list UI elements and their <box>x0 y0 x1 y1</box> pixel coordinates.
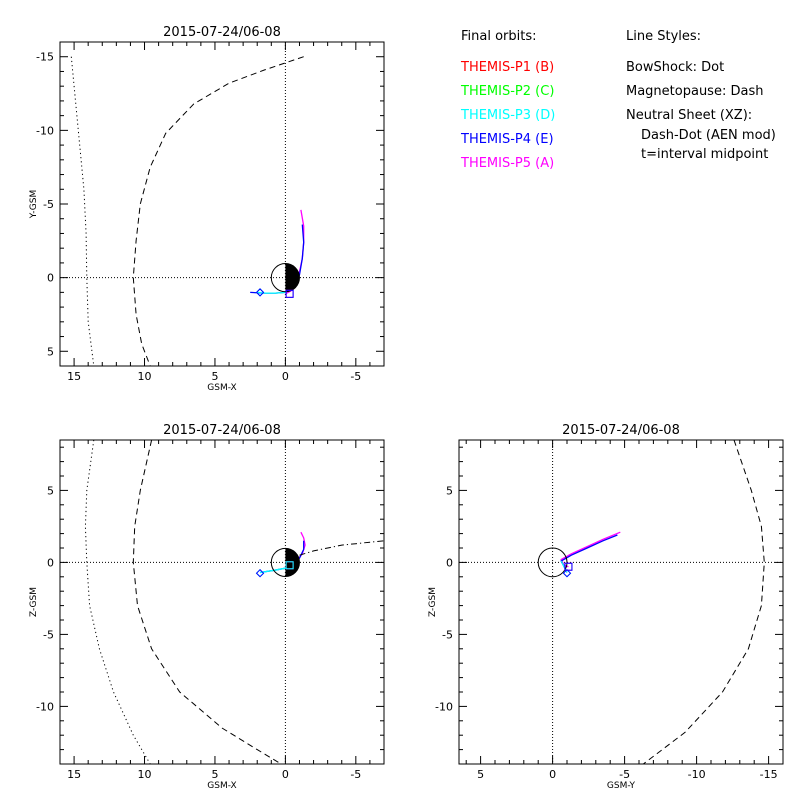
legend-style-4: Dash-Dot (AEN mod) <box>641 128 776 143</box>
magnetopause-line-5 <box>132 440 282 764</box>
x-axis-label: GSM-X <box>207 383 236 393</box>
x-tick-label: -10 <box>688 768 706 781</box>
legend-final-orbits: Final orbits: THEMIS-P1 (B) THEMIS-P2 (C)… <box>460 29 555 171</box>
bow-shock-line-3 <box>70 56 95 366</box>
legend-orbit-2: THEMIS-P2 (C) <box>460 84 554 99</box>
y-axis-label: Y-GSM <box>29 190 39 219</box>
square-marker-3 <box>564 562 573 571</box>
x-tick-label: 0 <box>549 768 556 781</box>
legend-line-styles: Line Styles: BowShock: Dot Magnetopause: … <box>626 29 776 162</box>
diamond-marker-1 <box>255 288 265 297</box>
x-tick-label: 10 <box>138 370 152 383</box>
x-tick-label: -5 <box>350 370 361 383</box>
orbit-line-1 <box>560 534 618 573</box>
y-axis-label: Z-GSM <box>428 587 438 617</box>
legend-styles-title: Line Styles: <box>626 29 701 44</box>
legend-orbit-1: THEMIS-P1 (B) <box>460 60 554 75</box>
earth-circle <box>270 263 300 293</box>
y-axis-label: Z-GSM <box>29 587 39 617</box>
plot-frame <box>458 439 784 765</box>
y-tick-label: -10 <box>36 700 54 713</box>
legend-orbit-3: THEMIS-P3 (D) <box>460 108 555 123</box>
legend-style-5: t=interval midpoint <box>641 147 768 162</box>
x-tick-label: 15 <box>67 768 81 781</box>
y-tick-label: -5 <box>43 198 54 211</box>
x-axis-label: GSM-Y <box>607 781 636 791</box>
y-tick-label: -10 <box>36 124 54 137</box>
x-axis-label: GSM-X <box>207 781 236 791</box>
x-tick-label: 0 <box>282 370 289 383</box>
x-tick-label: -15 <box>760 768 778 781</box>
square-marker-3 <box>285 289 294 298</box>
series-group <box>560 440 765 764</box>
x-tick-label: 15 <box>67 370 81 383</box>
chart-title: 2015-07-24/06-08 <box>562 423 680 438</box>
x-tick-label: 5 <box>211 768 218 781</box>
y-tick-label: -5 <box>442 628 453 641</box>
y-tick-label: -5 <box>43 628 54 641</box>
x-tick-label: 10 <box>138 768 152 781</box>
series-group <box>84 440 384 764</box>
neutral-sheet-line-3 <box>299 540 384 556</box>
chart-title: 2015-07-24/06-08 <box>163 25 281 40</box>
panel-yz-plane: 5 0 -5 -10 -15 5 0 -5 -10 2015-07-24/06-08 GSM-Y Z-… <box>428 423 784 791</box>
bow-shock-line-4 <box>84 440 151 764</box>
series-group <box>70 56 305 366</box>
legend-orbit-4: THEMIS-P4 (E) <box>460 132 554 147</box>
legend-orbit-5: THEMIS-P5 (A) <box>460 156 554 171</box>
y-tick-label: 0 <box>446 556 453 569</box>
plot-frame <box>59 439 385 765</box>
y-tick-label: -15 <box>36 51 54 64</box>
y-tick-label: 5 <box>47 345 54 358</box>
earth-nightside <box>285 263 300 292</box>
diamond-marker-1 <box>562 568 572 578</box>
diamond-marker-1 <box>255 568 265 578</box>
magnetopause-line-4 <box>132 56 304 366</box>
legend-style-2: Magnetopause: Dash <box>626 84 763 99</box>
plot-frame <box>59 41 385 367</box>
x-tick-label: -5 <box>350 768 361 781</box>
x-tick-label: 0 <box>282 768 289 781</box>
y-tick-label: 5 <box>446 484 453 497</box>
legend-style-3: Neutral Sheet (XZ): <box>626 108 752 123</box>
y-tick-label: 5 <box>47 484 54 497</box>
diamond-marker-0 <box>255 568 265 578</box>
earth-nightside <box>285 548 300 577</box>
legend-orbits-title: Final orbits: <box>461 29 537 44</box>
magnetopause-line-3 <box>642 440 765 764</box>
earth-circle <box>537 547 568 578</box>
panel-xz-plane: 15 10 5 0 -5 5 0 -5 -10 2015-07-24/06-08 GSM-X Z-GS… <box>29 423 385 791</box>
y-tick-label: 0 <box>47 556 54 569</box>
panel-xy-plane: 15 10 5 0 -5 -15 -10 -5 0 5 2015-07-24/06-08 GSM-X Y… <box>29 25 385 393</box>
x-tick-label: -5 <box>619 768 630 781</box>
x-tick-label: 5 <box>211 370 218 383</box>
y-tick-label: -10 <box>435 700 453 713</box>
chart-title: 2015-07-24/06-08 <box>163 423 281 438</box>
earth-circle <box>270 547 300 577</box>
y-tick-label: 0 <box>47 272 54 285</box>
square-marker-3 <box>285 561 294 570</box>
legend-style-1: BowShock: Dot <box>626 60 724 75</box>
x-tick-label: 5 <box>477 768 484 781</box>
